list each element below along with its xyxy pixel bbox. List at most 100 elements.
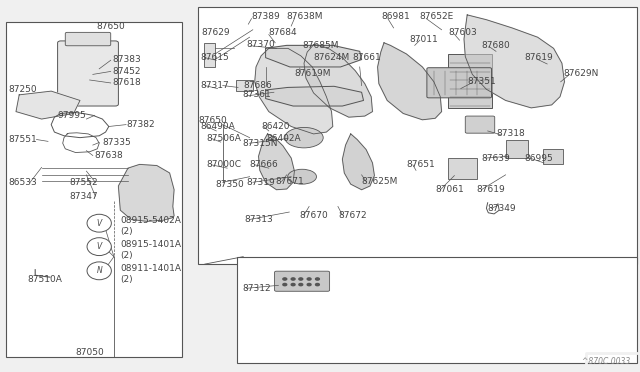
Text: 08915-5402A
(2): 08915-5402A (2) bbox=[120, 217, 181, 236]
Text: V: V bbox=[97, 219, 102, 228]
Text: ^870C 0033: ^870C 0033 bbox=[582, 357, 630, 366]
Text: 87335: 87335 bbox=[102, 138, 131, 147]
Ellipse shape bbox=[87, 214, 111, 232]
Circle shape bbox=[299, 283, 303, 286]
Text: 87666: 87666 bbox=[250, 160, 278, 169]
Text: 87312: 87312 bbox=[242, 284, 271, 293]
Ellipse shape bbox=[87, 262, 111, 280]
Text: 87603: 87603 bbox=[448, 28, 477, 37]
Circle shape bbox=[291, 278, 295, 280]
Ellipse shape bbox=[285, 128, 323, 148]
Text: 86533: 86533 bbox=[8, 178, 37, 187]
Circle shape bbox=[283, 283, 287, 286]
Text: 87629: 87629 bbox=[202, 28, 230, 37]
Text: N: N bbox=[97, 266, 102, 275]
Bar bbox=[237, 257, 637, 363]
Polygon shape bbox=[16, 91, 80, 119]
Text: 87670: 87670 bbox=[300, 211, 328, 219]
Text: 87382: 87382 bbox=[127, 120, 156, 129]
Circle shape bbox=[307, 278, 311, 280]
Circle shape bbox=[299, 278, 303, 280]
Text: 87638M: 87638M bbox=[286, 12, 323, 21]
Text: 87347: 87347 bbox=[69, 192, 98, 201]
Text: 86981: 86981 bbox=[381, 12, 410, 21]
Circle shape bbox=[291, 283, 295, 286]
Text: 87250: 87250 bbox=[8, 85, 37, 94]
Ellipse shape bbox=[87, 238, 111, 256]
Text: 87061: 87061 bbox=[435, 185, 464, 194]
Text: 87686: 87686 bbox=[243, 81, 272, 90]
Text: 87624M: 87624M bbox=[314, 53, 350, 62]
Text: 87452: 87452 bbox=[112, 67, 141, 76]
Circle shape bbox=[316, 278, 319, 280]
Text: 87361: 87361 bbox=[242, 90, 271, 99]
Text: 87619M: 87619M bbox=[294, 69, 331, 78]
Polygon shape bbox=[266, 45, 362, 67]
Text: V: V bbox=[97, 242, 102, 251]
Text: 87651: 87651 bbox=[406, 160, 435, 169]
Text: 87351: 87351 bbox=[467, 77, 496, 86]
FancyBboxPatch shape bbox=[465, 116, 495, 133]
Polygon shape bbox=[378, 43, 442, 120]
Text: 87638: 87638 bbox=[95, 151, 124, 160]
Text: 87349: 87349 bbox=[488, 204, 516, 213]
Bar bbox=[448, 158, 477, 179]
Text: 87350: 87350 bbox=[216, 180, 244, 189]
Text: 87661: 87661 bbox=[352, 53, 381, 62]
Text: 87000C: 87000C bbox=[207, 160, 242, 169]
Text: 87506A: 87506A bbox=[207, 134, 241, 143]
Text: 87684: 87684 bbox=[269, 28, 298, 37]
Polygon shape bbox=[464, 15, 564, 108]
Text: 87315N: 87315N bbox=[242, 139, 277, 148]
Bar bbox=[236, 80, 253, 91]
Text: 87672: 87672 bbox=[338, 211, 367, 219]
Circle shape bbox=[283, 278, 287, 280]
Text: 87680: 87680 bbox=[481, 41, 510, 50]
Text: 87313: 87313 bbox=[244, 215, 273, 224]
Text: 87011: 87011 bbox=[410, 35, 438, 44]
Text: 87671: 87671 bbox=[275, 177, 304, 186]
FancyBboxPatch shape bbox=[65, 32, 111, 46]
Text: 87615: 87615 bbox=[200, 53, 229, 62]
Bar bbox=[6, 22, 182, 357]
Text: 86420: 86420 bbox=[261, 122, 290, 131]
Circle shape bbox=[307, 283, 311, 286]
FancyBboxPatch shape bbox=[275, 271, 330, 291]
Text: 86490A: 86490A bbox=[200, 122, 235, 131]
Polygon shape bbox=[255, 48, 333, 134]
Ellipse shape bbox=[288, 169, 316, 184]
Text: 87650: 87650 bbox=[198, 116, 227, 125]
Text: 87317: 87317 bbox=[200, 81, 229, 90]
Text: 87552: 87552 bbox=[69, 178, 98, 187]
Text: 87510A: 87510A bbox=[27, 275, 61, 284]
Bar bbox=[198, 7, 637, 264]
Text: 87629N: 87629N bbox=[563, 69, 598, 78]
Text: 86402A: 86402A bbox=[266, 134, 301, 143]
Text: 87619: 87619 bbox=[477, 185, 506, 194]
Text: 08911-1401A
(2): 08911-1401A (2) bbox=[120, 264, 181, 284]
Text: 87370: 87370 bbox=[246, 40, 275, 49]
Bar bbox=[506, 140, 528, 158]
FancyBboxPatch shape bbox=[58, 41, 118, 106]
Text: 87652E: 87652E bbox=[420, 12, 454, 21]
FancyBboxPatch shape bbox=[427, 68, 492, 98]
Text: 87625M: 87625M bbox=[362, 177, 398, 186]
Text: 87319: 87319 bbox=[246, 178, 275, 187]
Text: 87389: 87389 bbox=[252, 12, 280, 21]
Text: 87318: 87318 bbox=[496, 129, 525, 138]
Bar bbox=[543, 149, 563, 164]
Text: 87639: 87639 bbox=[481, 154, 510, 163]
Polygon shape bbox=[342, 134, 374, 190]
Text: 87050: 87050 bbox=[76, 348, 104, 357]
Circle shape bbox=[316, 283, 319, 286]
Bar bbox=[204, 43, 215, 67]
Polygon shape bbox=[259, 134, 294, 190]
Bar bbox=[448, 54, 492, 108]
Text: 87619: 87619 bbox=[525, 53, 554, 62]
FancyArrowPatch shape bbox=[29, 275, 39, 278]
Text: 87551: 87551 bbox=[8, 135, 37, 144]
Text: 97995: 97995 bbox=[58, 111, 86, 120]
Polygon shape bbox=[266, 86, 364, 106]
Text: 08915-1401A
(2): 08915-1401A (2) bbox=[120, 240, 181, 260]
Text: 87650: 87650 bbox=[96, 22, 125, 31]
